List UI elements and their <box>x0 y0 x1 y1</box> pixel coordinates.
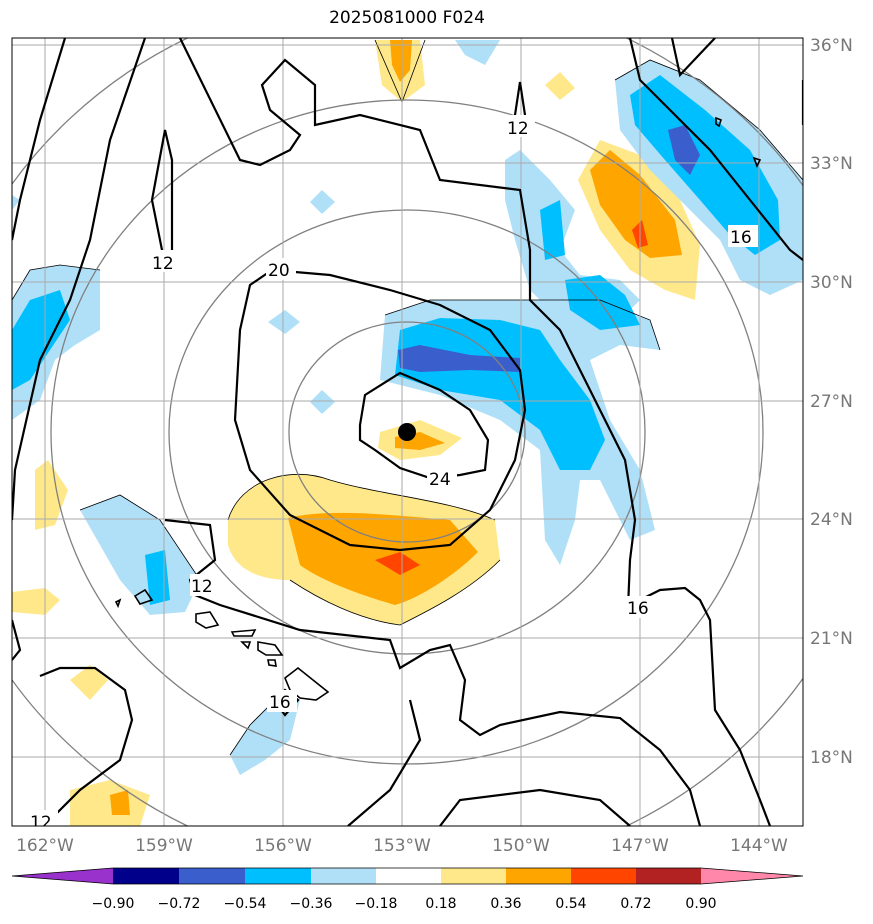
lon-label-162w: 162°W <box>16 836 74 856</box>
lon-label-159w: 159°W <box>135 836 193 856</box>
colorbar <box>11 867 804 885</box>
map-area: 12 12 12 12 16 16 16 20 24 <box>12 38 803 833</box>
islands <box>114 116 762 701</box>
contour-label-group <box>28 115 758 826</box>
colorbar-outline <box>11 867 804 885</box>
contour-label-20: 20 <box>268 261 290 281</box>
colorbar-ticks: −0.90 −0.72 −0.54 −0.36 −0.18 0.18 0.36 … <box>92 896 717 912</box>
colorbar-bin <box>571 868 636 884</box>
contour-label-24: 24 <box>429 470 451 490</box>
lon-axis: 162°W 159°W 156°W 153°W 150°W 147°W 144°… <box>16 836 788 856</box>
colorbar-tick: −0.54 <box>224 896 267 912</box>
colorbar-bin <box>179 868 245 884</box>
contour-label-12-d: 12 <box>30 813 52 833</box>
lon-label-147w: 147°W <box>611 836 669 856</box>
contour-label-12-c: 12 <box>507 119 529 139</box>
colorbar-tick: 0.18 <box>425 896 456 912</box>
contour-label-16-c: 16 <box>269 693 291 713</box>
colorbar-tick: 0.72 <box>620 896 651 912</box>
lat-label-21n: 21°N <box>810 629 853 649</box>
lat-label-36n: 36°N <box>810 36 853 56</box>
lon-label-153w: 153°W <box>373 836 431 856</box>
lat-label-33n: 33°N <box>810 154 853 174</box>
lon-label-156w: 156°W <box>254 836 312 856</box>
thin-contours <box>12 39 803 756</box>
lat-label-30n: 30°N <box>810 273 853 293</box>
lon-label-144w: 144°W <box>730 836 788 856</box>
colorbar-tick: 0.54 <box>555 896 586 912</box>
colorbar-extend-high <box>701 868 803 884</box>
colorbar-bin <box>441 868 506 884</box>
map-frame <box>11 37 804 827</box>
colorbar-bin <box>506 868 571 884</box>
lat-label-24n: 24°N <box>810 510 853 530</box>
range-rings <box>12 38 803 826</box>
contour-label-16-a: 16 <box>627 599 649 619</box>
colorbar-bin <box>311 868 376 884</box>
colorbar-tick: 0.36 <box>490 896 521 912</box>
colorbar-tick: 0.90 <box>685 896 716 912</box>
lat-axis: 36°N 33°N 30°N 27°N 24°N 21°N 18°N <box>810 36 853 768</box>
contour-label-12-a: 12 <box>152 254 174 274</box>
colorbar-bin <box>636 868 701 884</box>
lat-label-27n: 27°N <box>810 392 853 412</box>
map-title: 2025081000 F024 <box>329 8 485 28</box>
contour-label-12-b: 12 <box>191 577 213 597</box>
colorbar-tick: −0.90 <box>92 896 135 912</box>
colorbar-bin <box>245 868 311 884</box>
lat-label-18n: 18°N <box>810 748 853 768</box>
lon-label-150w: 150°W <box>492 836 550 856</box>
colorbar-tick: −0.18 <box>355 896 398 912</box>
contour-label-16-b: 16 <box>730 228 752 248</box>
colorbar-bin <box>113 868 179 884</box>
colorbar-tick: −0.36 <box>290 896 333 912</box>
contour-labels: 12 12 12 12 16 16 16 20 24 <box>30 119 752 833</box>
colorbar-bin <box>376 868 441 884</box>
storm-center-marker <box>398 423 416 441</box>
colorbar-extend-low <box>12 868 113 884</box>
colorbar-tick: −0.72 <box>158 896 201 912</box>
